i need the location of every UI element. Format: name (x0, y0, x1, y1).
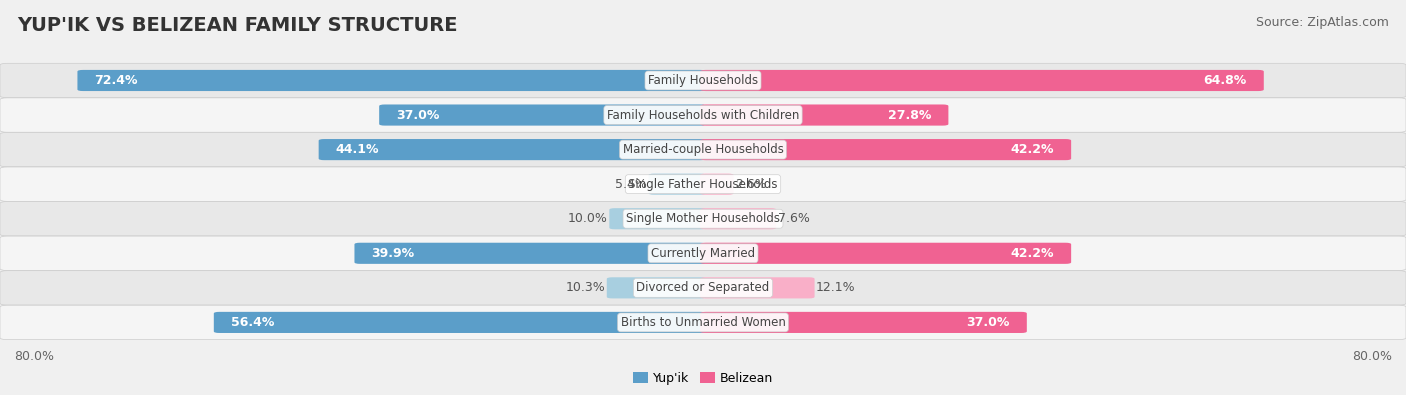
FancyBboxPatch shape (214, 312, 706, 333)
Text: 42.2%: 42.2% (1011, 247, 1054, 260)
FancyBboxPatch shape (700, 208, 776, 229)
FancyBboxPatch shape (0, 305, 1406, 340)
Text: 5.4%: 5.4% (616, 178, 647, 191)
FancyBboxPatch shape (0, 271, 1406, 305)
Text: 44.1%: 44.1% (336, 143, 380, 156)
Text: Currently Married: Currently Married (651, 247, 755, 260)
Text: 80.0%: 80.0% (1353, 350, 1392, 363)
FancyBboxPatch shape (0, 236, 1406, 271)
FancyBboxPatch shape (700, 174, 734, 195)
FancyBboxPatch shape (319, 139, 706, 160)
Text: 37.0%: 37.0% (396, 109, 440, 122)
FancyBboxPatch shape (609, 208, 706, 229)
Text: 27.8%: 27.8% (889, 109, 932, 122)
Text: Family Households: Family Households (648, 74, 758, 87)
Text: 37.0%: 37.0% (966, 316, 1010, 329)
Text: Source: ZipAtlas.com: Source: ZipAtlas.com (1256, 16, 1389, 29)
FancyBboxPatch shape (0, 167, 1406, 201)
FancyBboxPatch shape (700, 70, 1264, 91)
Text: 80.0%: 80.0% (14, 350, 53, 363)
FancyBboxPatch shape (77, 70, 706, 91)
Text: 2.6%: 2.6% (735, 178, 766, 191)
FancyBboxPatch shape (700, 139, 1071, 160)
Text: Divorced or Separated: Divorced or Separated (637, 281, 769, 294)
Legend: Yup'ik, Belizean: Yup'ik, Belizean (633, 372, 773, 385)
FancyBboxPatch shape (700, 243, 1071, 264)
Text: Births to Unmarried Women: Births to Unmarried Women (620, 316, 786, 329)
Text: 64.8%: 64.8% (1204, 74, 1247, 87)
FancyBboxPatch shape (648, 174, 706, 195)
FancyBboxPatch shape (700, 277, 814, 299)
Text: 39.9%: 39.9% (371, 247, 415, 260)
Text: 42.2%: 42.2% (1011, 143, 1054, 156)
FancyBboxPatch shape (0, 63, 1406, 98)
Text: 10.0%: 10.0% (568, 212, 607, 225)
Text: 7.6%: 7.6% (778, 212, 810, 225)
FancyBboxPatch shape (354, 243, 706, 264)
Text: Single Mother Households: Single Mother Households (626, 212, 780, 225)
Text: 56.4%: 56.4% (231, 316, 274, 329)
Text: 72.4%: 72.4% (94, 74, 138, 87)
FancyBboxPatch shape (0, 98, 1406, 132)
Text: 12.1%: 12.1% (815, 281, 856, 294)
FancyBboxPatch shape (700, 312, 1026, 333)
Text: Family Households with Children: Family Households with Children (607, 109, 799, 122)
Text: Single Father Households: Single Father Households (628, 178, 778, 191)
Text: 10.3%: 10.3% (565, 281, 606, 294)
FancyBboxPatch shape (0, 132, 1406, 167)
Text: Married-couple Households: Married-couple Households (623, 143, 783, 156)
FancyBboxPatch shape (700, 105, 949, 126)
FancyBboxPatch shape (380, 105, 706, 126)
Text: YUP'IK VS BELIZEAN FAMILY STRUCTURE: YUP'IK VS BELIZEAN FAMILY STRUCTURE (17, 16, 457, 35)
FancyBboxPatch shape (607, 277, 706, 299)
FancyBboxPatch shape (0, 201, 1406, 236)
